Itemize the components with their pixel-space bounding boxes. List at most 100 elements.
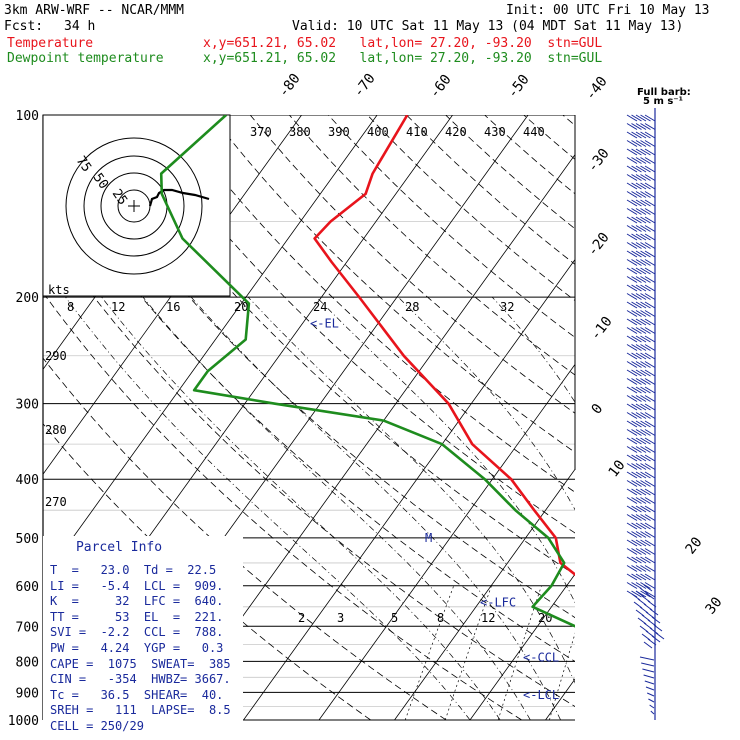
wind-speed-label: 16 bbox=[166, 300, 180, 314]
barb-flag bbox=[640, 225, 651, 232]
wind-barb bbox=[626, 327, 656, 334]
theta-label: 370 bbox=[250, 125, 272, 139]
dewpoint-trace bbox=[159, 115, 575, 628]
barb-flag bbox=[635, 208, 647, 215]
level-annotation: <-EL bbox=[310, 316, 339, 330]
mixing-ratio-line bbox=[444, 585, 492, 720]
dry-adiabat-line bbox=[484, 115, 575, 195]
barb-flag bbox=[631, 284, 642, 292]
barb-flag bbox=[644, 174, 656, 181]
wind-barb bbox=[626, 267, 656, 275]
barb-flag bbox=[626, 488, 638, 496]
barb-flag bbox=[631, 199, 642, 207]
barb-flag bbox=[626, 522, 638, 530]
barb-flag bbox=[635, 539, 647, 547]
grid-lines bbox=[43, 115, 740, 720]
mixing-ratio-line bbox=[549, 632, 575, 720]
barb-flag bbox=[635, 182, 647, 190]
moist-adiabat-line bbox=[247, 296, 575, 684]
barb-flag bbox=[626, 514, 638, 521]
wind-barb bbox=[626, 497, 656, 504]
barb-flag bbox=[631, 293, 642, 300]
barb-flag bbox=[640, 165, 651, 173]
barb-flag bbox=[631, 471, 642, 479]
barb-flag bbox=[640, 369, 651, 377]
barb-flag bbox=[626, 361, 638, 368]
wind-speed-label: 28 bbox=[405, 300, 419, 314]
barb-flag bbox=[631, 573, 642, 581]
isotherm-label: -80 bbox=[276, 71, 304, 101]
wind-barb bbox=[626, 514, 656, 521]
barb-flag bbox=[635, 335, 647, 343]
dry-adiabat-line bbox=[132, 115, 575, 534]
barb-flag bbox=[631, 403, 642, 411]
barb-flag bbox=[635, 242, 647, 249]
barb-flag bbox=[640, 208, 651, 215]
barb-flag bbox=[626, 565, 638, 572]
barb-flag bbox=[644, 114, 656, 122]
barb-flag bbox=[640, 123, 651, 130]
barb-flag bbox=[631, 216, 642, 224]
barb-flag bbox=[644, 531, 656, 538]
barb-flag bbox=[644, 539, 656, 547]
barb-flag bbox=[635, 497, 647, 504]
wind-barb bbox=[645, 686, 655, 691]
barb-flag bbox=[644, 454, 656, 462]
dry-adiabat-line bbox=[328, 115, 575, 338]
barb-flag bbox=[626, 505, 638, 513]
wind-barb bbox=[626, 191, 656, 198]
parcel-info-row: SVI = -2.2 CCL = 788. bbox=[50, 625, 224, 640]
wind-barb bbox=[648, 698, 655, 703]
barb-flag bbox=[626, 454, 638, 462]
barb-flag bbox=[631, 242, 642, 249]
barb-flag bbox=[631, 131, 642, 139]
barb-flag bbox=[640, 114, 651, 122]
barb-flag bbox=[631, 225, 642, 232]
barb-flag bbox=[631, 165, 642, 173]
barb-flag bbox=[640, 199, 651, 207]
barb-flag bbox=[631, 361, 642, 368]
wind-barb bbox=[644, 680, 655, 685]
wind-barb bbox=[626, 174, 656, 181]
barb-flag bbox=[635, 437, 647, 445]
barb-flag bbox=[631, 548, 642, 555]
wind-barb bbox=[626, 386, 656, 394]
theta-label: 380 bbox=[289, 125, 311, 139]
moist-adiabat-line bbox=[316, 296, 575, 604]
barb-flag bbox=[635, 386, 647, 394]
barb-flag bbox=[655, 632, 665, 640]
barb-flag bbox=[635, 267, 647, 275]
annotations: <-EL <-LFC <-CCL <-LCL M bbox=[310, 316, 559, 702]
barb-flag bbox=[644, 395, 656, 402]
wind-barb bbox=[626, 352, 656, 360]
wind-speed-label: 8 bbox=[67, 300, 74, 314]
barb-flag bbox=[644, 165, 656, 173]
wind-barb bbox=[626, 208, 656, 215]
isotherm-label: -20 bbox=[585, 230, 613, 260]
wind-barb bbox=[626, 446, 656, 453]
barb-flag bbox=[635, 514, 647, 521]
barb-flag bbox=[640, 429, 651, 436]
barb-flag bbox=[626, 259, 638, 266]
dewpoint-legend-name: Dewpoint temperature bbox=[7, 51, 164, 66]
isotherm-line bbox=[621, 115, 740, 720]
barb-flag bbox=[635, 225, 647, 232]
barb-flag bbox=[644, 412, 656, 419]
parcel-info-panel bbox=[43, 536, 243, 740]
barb-flag bbox=[626, 352, 638, 360]
barb-flag bbox=[644, 225, 656, 232]
wind-barb bbox=[626, 259, 656, 266]
barb-flag bbox=[644, 565, 656, 572]
dry-adiabat-line bbox=[43, 423, 371, 720]
barb-flag bbox=[640, 267, 651, 275]
barb-flag bbox=[626, 446, 638, 453]
barb-flag bbox=[635, 114, 647, 122]
level-annotation: <-LCL bbox=[523, 688, 559, 702]
barb-flag bbox=[644, 148, 656, 156]
barb-flag bbox=[631, 335, 642, 343]
barb-flag bbox=[644, 369, 656, 377]
mixing-ratio-label: 8 bbox=[437, 611, 444, 625]
wind-barb bbox=[626, 318, 656, 326]
mixing-ratio-label: 5 bbox=[391, 611, 398, 625]
barb-flag bbox=[635, 573, 647, 581]
